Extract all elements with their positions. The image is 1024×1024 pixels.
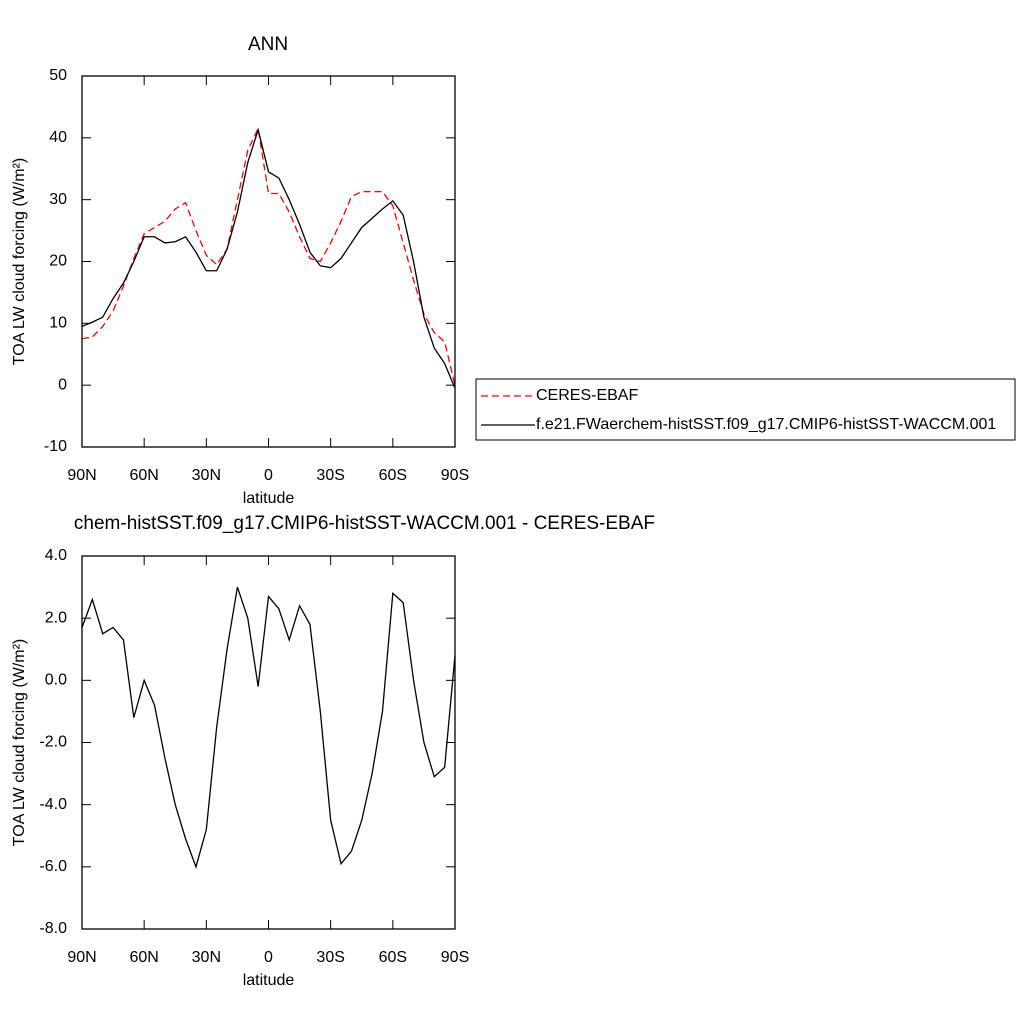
y-tick-label: -8.0 bbox=[39, 920, 67, 937]
y-tick-label: -2.0 bbox=[39, 734, 67, 751]
y-axis-label: TOA LW cloud forcing (W/m²) bbox=[11, 639, 28, 846]
y-tick-label: 20 bbox=[49, 253, 67, 270]
x-tick-label: 90N bbox=[67, 467, 96, 484]
plot-frame bbox=[81, 555, 456, 930]
x-tick-label: 0 bbox=[264, 467, 273, 484]
x-tick-label: 90S bbox=[441, 467, 469, 484]
x-tick-label: 60N bbox=[129, 467, 158, 484]
legend-label: CERES-EBAF bbox=[536, 387, 638, 404]
chart-title: ANN bbox=[248, 34, 288, 55]
y-tick-label: 10 bbox=[49, 315, 67, 332]
x-tick-label: 0 bbox=[264, 949, 273, 966]
series-line bbox=[81, 127, 456, 389]
x-tick-label: 30S bbox=[316, 467, 344, 484]
legend-label: f.e21.FWaerchem-histSST.f09_g17.CMIP6-hi… bbox=[536, 416, 996, 433]
x-tick-label: 90N bbox=[67, 949, 96, 966]
y-tick-label: 0 bbox=[58, 376, 67, 393]
x-axis-label: latitude bbox=[243, 490, 295, 507]
x-axis-label: latitude bbox=[243, 972, 295, 989]
y-tick-label: 2.0 bbox=[45, 609, 67, 626]
x-tick-label: 30N bbox=[192, 949, 221, 966]
x-tick-label: 30N bbox=[192, 467, 221, 484]
y-axis-label: TOA LW cloud forcing (W/m²) bbox=[11, 158, 28, 365]
legend-box bbox=[475, 378, 1016, 441]
y-tick-label: 0.0 bbox=[45, 672, 67, 689]
y-tick-label: 50 bbox=[49, 67, 67, 84]
y-tick-label: -6.0 bbox=[39, 858, 67, 875]
x-tick-label: 60S bbox=[379, 949, 407, 966]
y-tick-label: 40 bbox=[49, 129, 67, 146]
x-tick-label: 90S bbox=[441, 949, 469, 966]
series-line bbox=[81, 586, 456, 869]
y-tick-label: 4.0 bbox=[45, 547, 67, 564]
series-line bbox=[81, 126, 456, 386]
x-tick-label: 60N bbox=[129, 949, 158, 966]
x-tick-label: 60S bbox=[379, 467, 407, 484]
y-tick-label: 30 bbox=[49, 191, 67, 208]
y-tick-label: -4.0 bbox=[39, 796, 67, 813]
plot-frame bbox=[81, 75, 456, 448]
chart-title: chem-histSST.f09_g17.CMIP6-histSST-WACCM… bbox=[74, 513, 655, 534]
x-tick-label: 30S bbox=[316, 949, 344, 966]
y-tick-label: -10 bbox=[44, 438, 67, 455]
